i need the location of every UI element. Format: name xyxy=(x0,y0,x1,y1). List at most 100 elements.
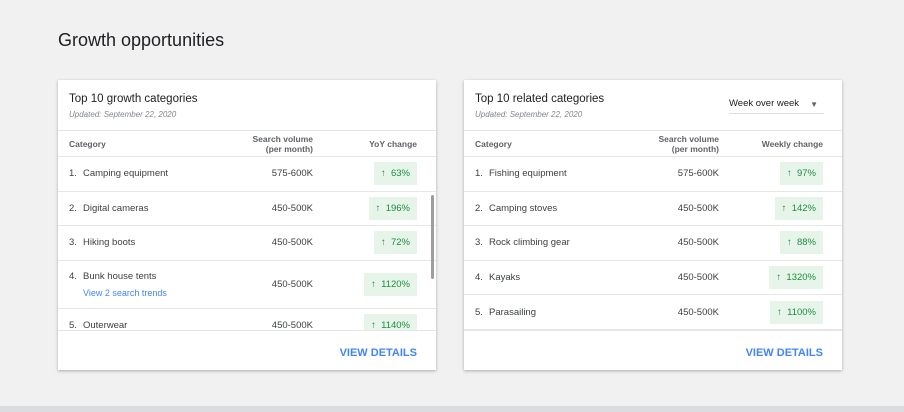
caret-down-icon: ▼ xyxy=(810,100,818,109)
rank: 4. xyxy=(69,270,77,282)
change-cell: ↑ 1320% xyxy=(719,266,842,290)
arrow-up-icon: ↑ xyxy=(380,168,386,180)
arrow-up-icon: ↑ xyxy=(786,168,792,180)
volume-cell: 450-500K xyxy=(271,237,313,249)
arrow-up-icon: ↑ xyxy=(781,202,787,214)
period-select-value: Week over week xyxy=(729,98,800,109)
rank: 4. xyxy=(475,272,483,284)
category-name: Bunk house tents xyxy=(83,270,157,282)
category-cell: 2. Digital cameras xyxy=(58,203,238,214)
table-row[interactable]: 3. Hiking boots 450-500K ↑ 72% xyxy=(58,226,436,261)
change-cell: ↑ 63% xyxy=(313,162,436,186)
change-cell: ↑ 142% xyxy=(719,196,842,220)
category-cell: 5. Outerwear xyxy=(58,320,238,330)
change-value: 196% xyxy=(385,202,410,214)
category-cell: 5. Parasailing xyxy=(464,307,644,318)
change-badge: ↑ 142% xyxy=(774,196,823,220)
change-badge: ↑ 1100% xyxy=(770,300,823,324)
view-details-button[interactable]: VIEW DETAILS xyxy=(339,347,417,359)
volume-cell: 450-500K xyxy=(677,237,719,249)
volume-cell: 450-500K xyxy=(271,278,313,290)
card-title: Top 10 growth categories xyxy=(69,93,198,105)
col-category: Category xyxy=(69,138,106,149)
card-footer: VIEW DETAILS xyxy=(58,330,436,370)
related-categories-card: Top 10 related categories Updated: Septe… xyxy=(464,80,842,370)
change-badge: ↑ 1320% xyxy=(769,266,823,290)
rank: 3. xyxy=(69,237,77,249)
column-header: Category Search volume (per month) YoY c… xyxy=(58,131,436,157)
arrow-up-icon: ↑ xyxy=(786,237,792,249)
change-value: 72% xyxy=(390,237,410,249)
bottom-divider xyxy=(0,406,904,412)
table-row[interactable]: 5. Outerwear 450-500K ↑ 1140% xyxy=(58,309,436,330)
view-details-button[interactable]: VIEW DETAILS xyxy=(745,347,823,359)
rank: 5. xyxy=(69,320,77,330)
col-change: Weekly change xyxy=(761,138,823,149)
category-cell: 4. Kayaks xyxy=(464,272,644,283)
arrow-up-icon: ↑ xyxy=(375,202,381,214)
table-row[interactable]: 4. Bunk house tents View 2 search trends … xyxy=(58,261,436,309)
category-cell: 3. Hiking boots xyxy=(58,237,238,248)
rank: 1. xyxy=(69,168,77,180)
volume-cell: 575-600K xyxy=(677,168,719,180)
rank: 5. xyxy=(475,306,483,318)
change-badge: ↑ 63% xyxy=(373,162,417,186)
change-cell: ↑ 72% xyxy=(313,231,436,255)
category-cell: 3. Rock climbing gear xyxy=(464,237,644,248)
category-cell: 1. Fishing equipment xyxy=(464,168,644,179)
view-trends-link[interactable]: View 2 search trends xyxy=(83,287,167,298)
volume-cell: 450-500K xyxy=(271,202,313,214)
category-name: Digital cameras xyxy=(83,202,149,214)
arrow-up-icon: ↑ xyxy=(776,272,782,284)
page-title: Growth opportunities xyxy=(58,30,225,50)
category-name: Parasailing xyxy=(489,306,536,318)
rank: 3. xyxy=(475,237,483,249)
category-cell: 4. Bunk house tents View 2 search trends xyxy=(58,271,238,298)
arrow-up-icon: ↑ xyxy=(777,306,782,318)
scrollbar[interactable] xyxy=(431,195,434,279)
category-name: Kayaks xyxy=(489,272,521,284)
volume-cell: 575-600K xyxy=(271,168,313,180)
rank: 1. xyxy=(475,168,483,180)
category-name: Camping stoves xyxy=(489,202,558,214)
change-cell: ↑ 196% xyxy=(313,196,436,220)
period-select[interactable]: Week over week ▼ xyxy=(729,98,824,114)
volume-cell: 450-500K xyxy=(677,306,719,318)
change-value: 63% xyxy=(390,168,410,180)
table-row[interactable]: 2. Digital cameras 450-500K ↑ 196% xyxy=(58,192,436,227)
category-cell: 1. Camping equipment xyxy=(58,168,238,179)
arrow-up-icon: ↑ xyxy=(371,320,376,330)
change-value: 1320% xyxy=(786,272,816,284)
card-footer: VIEW DETAILS xyxy=(464,330,842,370)
col-volume: Search volume (per month) xyxy=(658,133,719,154)
table-body: 1. Camping equipment 575-600K ↑ 63% 2. Dig… xyxy=(58,157,436,330)
change-value: 97% xyxy=(796,168,816,180)
table-row[interactable]: 5. Parasailing 450-500K ↑ 1100% xyxy=(464,295,842,330)
volume-cell: 450-500K xyxy=(271,320,313,330)
col-category: Category xyxy=(475,138,512,149)
volume-cell: 450-500K xyxy=(677,202,719,214)
category-name: Rock climbing gear xyxy=(489,237,570,249)
table-row[interactable]: 1. Camping equipment 575-600K ↑ 63% xyxy=(58,157,436,192)
table-body: 1. Fishing equipment 575-600K ↑ 97% 2. Cam… xyxy=(464,157,842,330)
change-badge: ↑ 1140% xyxy=(364,314,417,330)
change-value: 1120% xyxy=(381,278,410,290)
change-badge: ↑ 1120% xyxy=(364,272,417,296)
growth-categories-card: Top 10 growth categories Updated: Septem… xyxy=(58,80,436,370)
table-row[interactable]: 3. Rock climbing gear 450-500K ↑ 88% xyxy=(464,226,842,261)
rank: 2. xyxy=(475,202,483,214)
change-badge: ↑ 97% xyxy=(779,162,823,186)
table-row[interactable]: 2. Camping stoves 450-500K ↑ 142% xyxy=(464,192,842,227)
category-name: Hiking boots xyxy=(83,237,136,249)
change-cell: ↑ 97% xyxy=(719,162,842,186)
table-row[interactable]: 4. Kayaks 450-500K ↑ 1320% xyxy=(464,261,842,296)
change-cell: ↑ 88% xyxy=(719,231,842,255)
card-header: Top 10 growth categories Updated: Septem… xyxy=(58,80,436,131)
arrow-up-icon: ↑ xyxy=(380,237,386,249)
rank: 2. xyxy=(69,202,77,214)
change-value: 1140% xyxy=(381,320,410,330)
table-row[interactable]: 1. Fishing equipment 575-600K ↑ 97% xyxy=(464,157,842,192)
change-cell: ↑ 1120% xyxy=(313,272,436,296)
change-value: 88% xyxy=(796,237,816,249)
card-title: Top 10 related categories xyxy=(475,93,605,105)
